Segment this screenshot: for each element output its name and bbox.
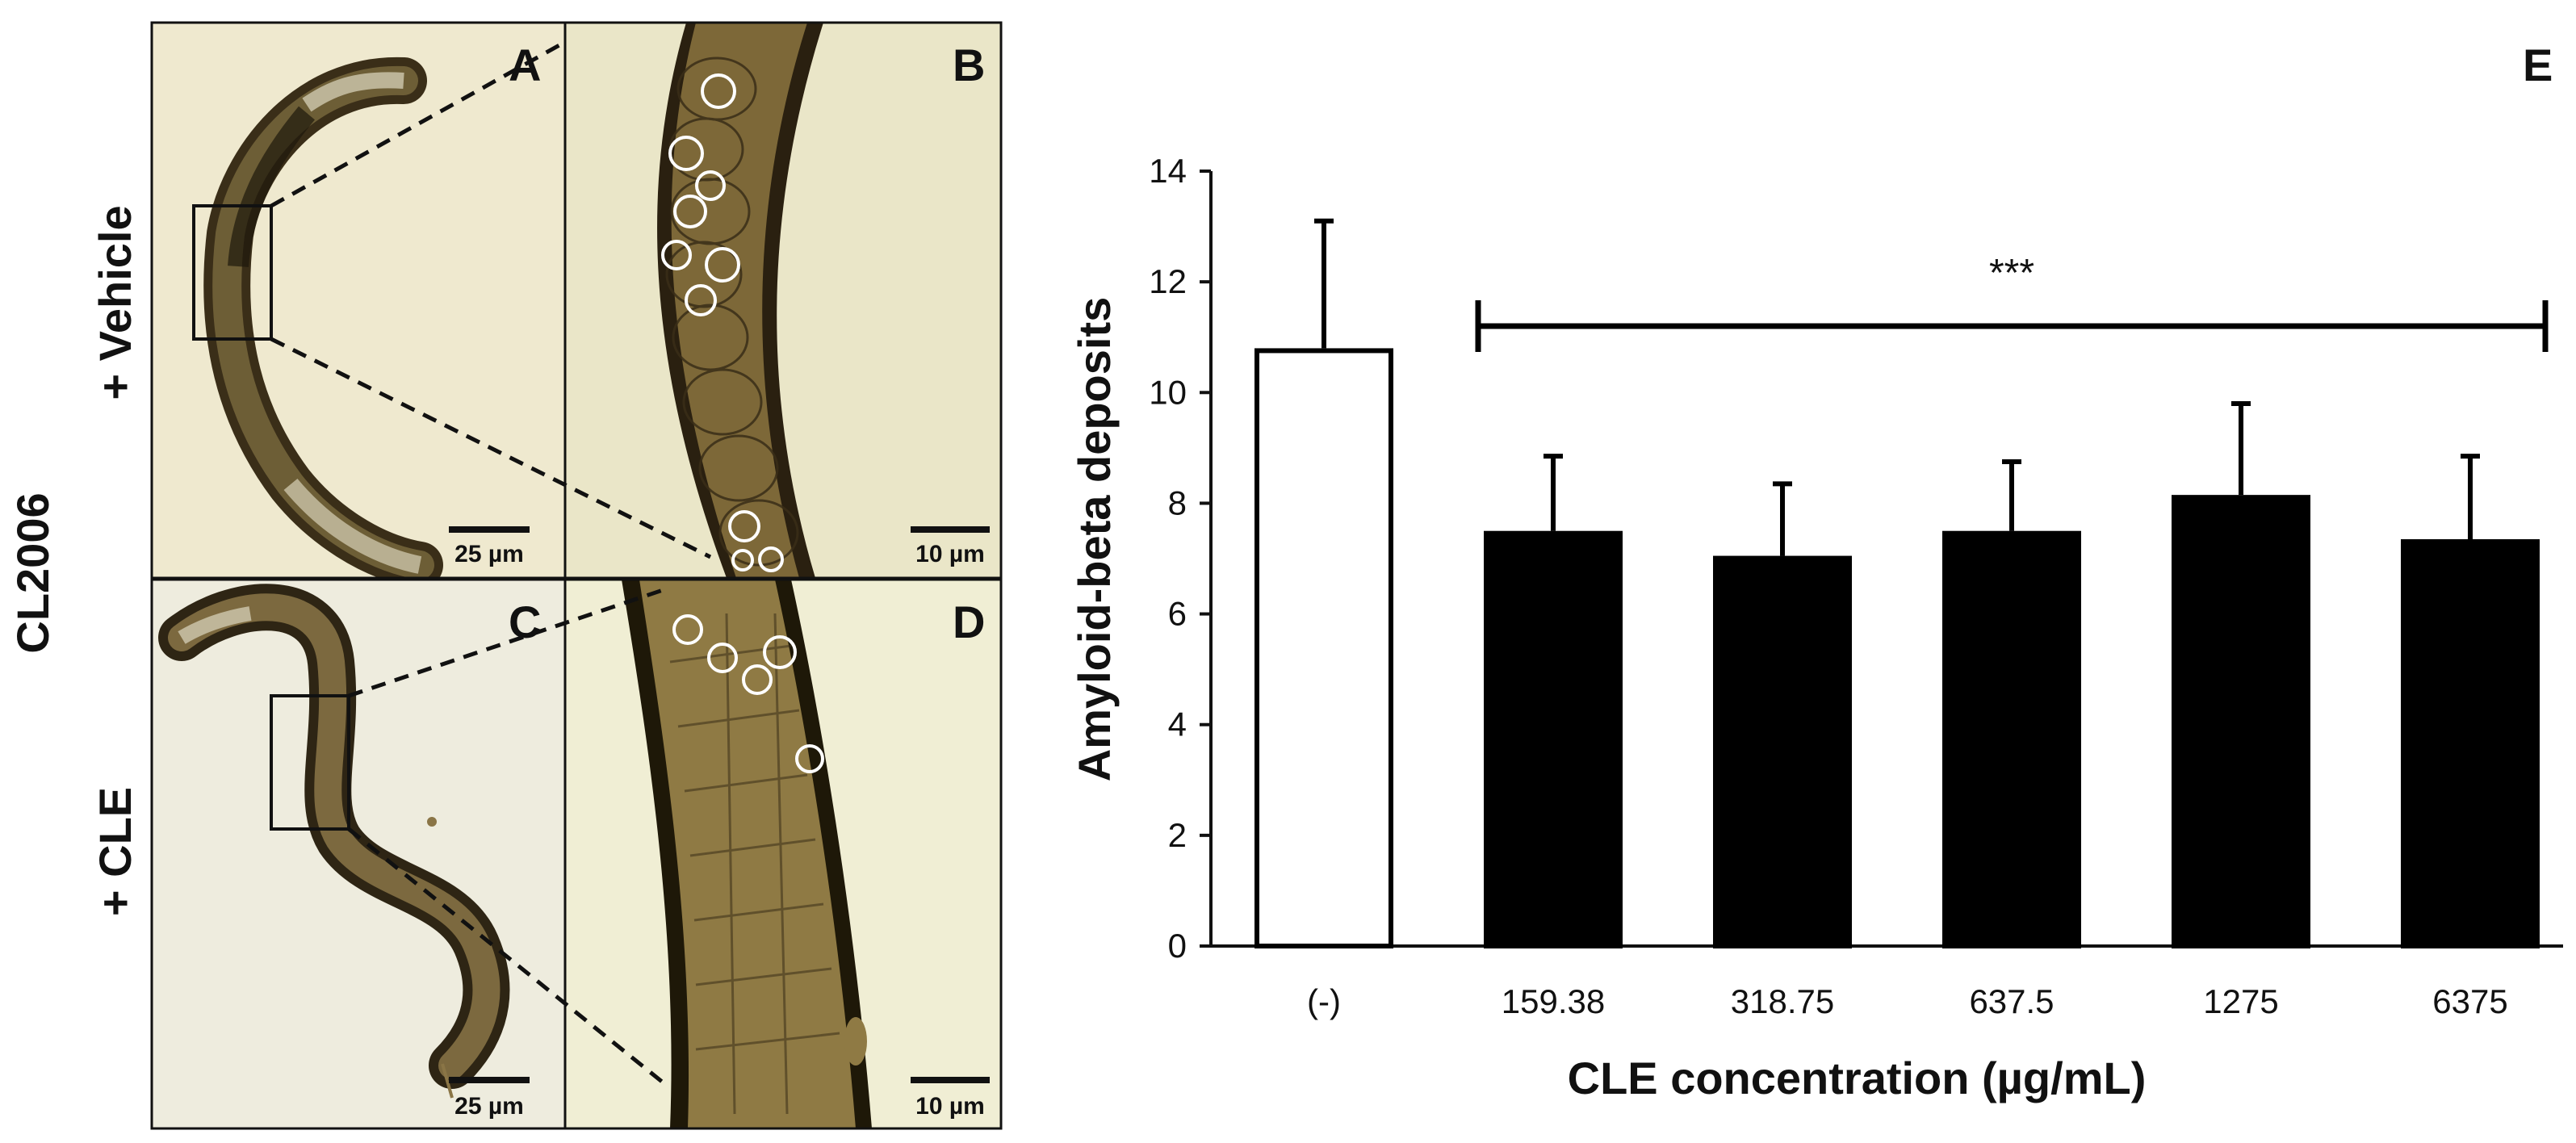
panel-a-letter: A xyxy=(509,40,541,90)
y-tick-label: 4 xyxy=(1168,705,1187,743)
y-tick-label: 12 xyxy=(1149,262,1187,300)
bars xyxy=(1254,348,2540,948)
y-axis: 0 2 4 6 8 10 12 14 xyxy=(1149,152,1213,965)
y-tick-label: 6 xyxy=(1168,595,1187,633)
y-axis-title: Amyloid-beta deposits xyxy=(1069,297,1120,782)
y-tick-label: 2 xyxy=(1168,816,1187,854)
panel-d-letter: D xyxy=(953,597,985,647)
panel-b-scale-label: 10 µm xyxy=(915,541,985,567)
strain-label: CL2006 xyxy=(7,492,58,653)
bar-159.38 xyxy=(1484,530,1623,948)
y-tick-label: 10 xyxy=(1149,373,1187,411)
x-axis-title: CLE concentration (µg/mL) xyxy=(1568,1053,2147,1103)
panel-d-scale-bar xyxy=(911,1077,990,1083)
significance-label: *** xyxy=(1989,252,2034,295)
panel-c-scale-label: 25 µm xyxy=(454,1093,524,1120)
zoom-line-c-bottom xyxy=(347,827,664,1083)
x-tick-label: 318.75 xyxy=(1731,982,1834,1020)
panel-b-scale-bar xyxy=(911,526,990,533)
bar-1275 xyxy=(2172,495,2310,948)
y-tick-label: 14 xyxy=(1149,152,1187,190)
zoom-line-a-top xyxy=(270,40,567,208)
panel-d-image xyxy=(565,580,1001,1128)
y-tick-label: 8 xyxy=(1168,484,1187,521)
panel-a-image xyxy=(152,23,565,578)
panel-c-image xyxy=(152,580,565,1128)
bar- xyxy=(1254,348,1393,948)
zoom-line-c-top xyxy=(348,585,671,698)
panel-d-frame xyxy=(563,578,1003,1130)
panel-e-letter: E xyxy=(2523,40,2553,90)
x-axis: (-) 159.38 318.75 637.5 1275 6375 xyxy=(1211,944,2563,1020)
x-tick-label: 637.5 xyxy=(1969,982,2054,1020)
panel-c-scale-bar xyxy=(449,1077,530,1083)
bar-chart: 0 2 4 6 8 10 12 14 (-) 159.38 318.75 637.5 1275 6375… xyxy=(1069,152,2563,1103)
panel-a-scale-label: 25 µm xyxy=(454,541,524,567)
x-tick-label: (-) xyxy=(1307,982,1341,1020)
x-tick-label: 1275 xyxy=(2203,982,2278,1020)
panel-a-scale-bar xyxy=(449,526,530,533)
x-tick-label: 6375 xyxy=(2432,982,2507,1020)
row-label-cle: + CLE xyxy=(90,787,140,916)
bar-637.5 xyxy=(1942,530,2081,948)
panel-b-image xyxy=(565,23,1001,578)
panel-b-frame xyxy=(563,21,1003,580)
x-tick-label: 159.38 xyxy=(1502,982,1605,1020)
panel-b-letter: B xyxy=(953,40,985,90)
significance-bracket: *** xyxy=(1475,252,2549,352)
row-label-vehicle: + Vehicle xyxy=(90,205,140,400)
error-bars xyxy=(1314,218,2480,556)
zoom-line-a-bottom xyxy=(270,337,712,559)
bar-318.75 xyxy=(1713,555,1852,948)
y-tick-label: 0 xyxy=(1168,927,1187,965)
bar-6375 xyxy=(2401,539,2540,948)
panel-d-scale-label: 10 µm xyxy=(915,1093,985,1120)
